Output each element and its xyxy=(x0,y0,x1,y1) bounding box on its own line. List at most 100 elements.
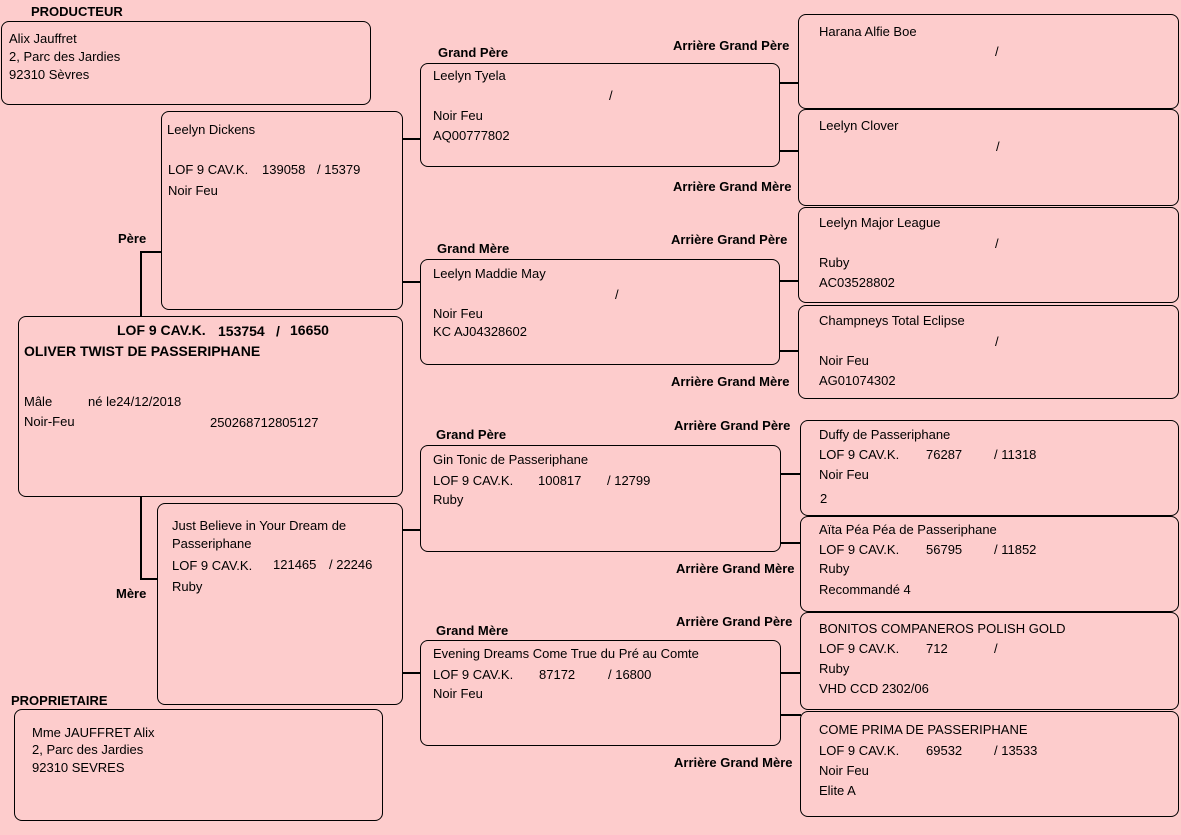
subject-name: OLIVER TWIST DE PASSERIPHANE xyxy=(24,343,261,359)
great-grandparent-8-extra: Elite A xyxy=(819,783,856,798)
mother-box: Just Believe in Your Dream de Passeripha… xyxy=(157,503,403,705)
great-grandparent-8-name: COME PRIMA DE PASSERIPHANE xyxy=(819,722,1028,737)
great-grandparent-5-extra: 2 xyxy=(820,491,828,506)
subject-box: LOF 9 CAV.K. 153754 / 16650 OLIVER TWIST… xyxy=(18,316,403,497)
connector-line xyxy=(780,542,801,544)
great-grandparent-6-number: 56795 xyxy=(926,542,963,557)
great-grandparent-5-color: Noir Feu xyxy=(819,467,869,482)
great-grandparent-2-separator: / xyxy=(996,139,1000,154)
owner-address-line2: 92310 SEVRES xyxy=(32,760,125,775)
owner-header: PROPRIETAIRE xyxy=(11,693,108,708)
great-grandparent-7-color: Ruby xyxy=(819,661,850,676)
subject-number: 153754 xyxy=(218,323,265,339)
great-grandparent-5-number: 76287 xyxy=(926,447,963,462)
great-grand-father-label: Arrière Grand Père xyxy=(676,614,793,629)
producer-address-line2: 92310 Sèvres xyxy=(9,67,90,82)
subject-separator: / xyxy=(276,323,280,339)
connector-line xyxy=(780,714,801,716)
great-grandparent-6-number2: / 11852 xyxy=(994,542,1037,557)
great-grandparent-4-separator: / xyxy=(995,334,999,349)
connector-line xyxy=(140,251,142,318)
great-grandparent-2-name: Leelyn Clover xyxy=(819,118,899,133)
great-grandparent-5-name: Duffy de Passeriphane xyxy=(819,427,951,442)
subject-birth-date: né le24/12/2018 xyxy=(88,394,182,409)
great-grandparent-8-number: 69532 xyxy=(926,743,963,758)
great-grandparent-6-registry: LOF 9 CAV.K. xyxy=(819,542,900,557)
connector-line xyxy=(402,529,422,531)
grand-mother-2-name: Evening Dreams Come True du Pré au Comte xyxy=(433,646,699,661)
connector-line xyxy=(779,350,800,352)
father-box: Leelyn Dickens LOF 9 CAV.K. 139058 / 153… xyxy=(161,111,403,310)
great-grandparent-4-color: Noir Feu xyxy=(819,353,869,368)
mother-label: Mère xyxy=(116,586,147,601)
grand-mother-2-color: Noir Feu xyxy=(433,686,483,701)
great-grandparent-5-registry: LOF 9 CAV.K. xyxy=(819,447,900,462)
great-grandparent-4-box: Champneys Total Eclipse / Noir Feu AG010… xyxy=(798,305,1179,399)
great-grandparent-1-separator: / xyxy=(995,44,999,59)
grand-mother-2-box: Evening Dreams Come True du Pré au Comte… xyxy=(420,640,781,746)
great-grandparent-6-name: Aïta Péa Péa de Passeriphane xyxy=(819,522,997,537)
great-grand-father-label: Arrière Grand Père xyxy=(671,232,788,247)
great-grandparent-5-number2: / 11318 xyxy=(994,447,1037,462)
grand-mother-2-number2: / 16800 xyxy=(608,667,652,682)
grand-father-1-box: Leelyn Tyela / Noir Feu AQ00777802 xyxy=(420,63,780,167)
great-grandparent-5-box: Duffy de Passeriphane LOF 9 CAV.K. 76287… xyxy=(800,420,1179,516)
grand-mother-1-box: Leelyn Maddie May / Noir Feu KC AJ043286… xyxy=(420,259,780,365)
owner-name: Mme JAUFFRET Alix xyxy=(32,725,155,740)
great-grandparent-7-name: BONITOS COMPANEROS POLISH GOLD xyxy=(819,621,1066,636)
producer-box: Alix Jauffret 2, Parc des Jardies 92310 … xyxy=(1,21,371,105)
grand-mother-label: Grand Mère xyxy=(437,241,510,256)
great-grandparent-7-number2: / xyxy=(994,641,998,656)
great-grandparent-8-registry: LOF 9 CAV.K. xyxy=(819,743,900,758)
producer-name: Alix Jauffret xyxy=(9,31,77,46)
grand-father-2-number2: / 12799 xyxy=(607,473,651,488)
subject-chip-number: 250268712805127 xyxy=(210,415,319,430)
subject-number2: 16650 xyxy=(290,322,329,338)
great-grandparent-3-separator: / xyxy=(995,236,999,251)
grand-father-1-id: AQ00777802 xyxy=(433,128,510,143)
great-grandparent-7-box: BONITOS COMPANEROS POLISH GOLD LOF 9 CAV… xyxy=(800,612,1179,710)
great-grandparent-6-extra: Recommandé 4 xyxy=(819,582,911,597)
great-grand-father-label: Arrière Grand Père xyxy=(674,418,791,433)
father-color: Noir Feu xyxy=(168,183,218,198)
great-grandparent-7-registry: LOF 9 CAV.K. xyxy=(819,641,900,656)
grand-mother-1-name: Leelyn Maddie May xyxy=(433,266,546,281)
great-grandparent-3-id: AC03528802 xyxy=(819,275,895,290)
subject-color: Noir-Feu xyxy=(24,414,75,429)
great-grandparent-3-name: Leelyn Major League xyxy=(819,215,941,230)
great-grandparent-8-color: Noir Feu xyxy=(819,763,869,778)
great-grandparent-8-number2: / 13533 xyxy=(994,743,1038,758)
great-grand-mother-label: Arrière Grand Mère xyxy=(676,561,795,576)
connector-line xyxy=(402,672,422,674)
great-grandparent-3-color: Ruby xyxy=(819,255,850,270)
mother-name-line1: Just Believe in Your Dream de xyxy=(172,518,347,533)
producer-header: PRODUCTEUR xyxy=(31,4,123,19)
grand-father-2-box: Gin Tonic de Passeriphane LOF 9 CAV.K. 1… xyxy=(420,445,781,552)
grand-mother-1-separator: / xyxy=(615,287,619,302)
great-grandparent-7-number: 712 xyxy=(926,641,948,656)
owner-box: Mme JAUFFRET Alix 2, Parc des Jardies 92… xyxy=(14,709,383,821)
grand-mother-2-registry: LOF 9 CAV.K. xyxy=(433,667,514,682)
grand-mother-1-id: KC AJ04328602 xyxy=(433,324,527,339)
great-grandparent-4-name: Champneys Total Eclipse xyxy=(819,313,965,328)
subject-registry: LOF 9 CAV.K. xyxy=(117,322,206,338)
grand-father-1-separator: / xyxy=(609,88,613,103)
great-grandparent-3-box: Leelyn Major League / Ruby AC03528802 xyxy=(798,207,1179,303)
connector-line xyxy=(140,251,162,253)
grand-mother-label: Grand Mère xyxy=(436,623,509,638)
great-grandparent-7-extra: VHD CCD 2302/06 xyxy=(819,681,929,696)
mother-registry: LOF 9 CAV.K. xyxy=(172,558,253,573)
grand-mother-2-number: 87172 xyxy=(539,667,576,682)
grand-father-1-name: Leelyn Tyela xyxy=(433,68,506,83)
mother-color: Ruby xyxy=(172,579,203,594)
grand-father-label: Grand Père xyxy=(438,45,509,60)
connector-line xyxy=(402,281,422,283)
father-name: Leelyn Dickens xyxy=(167,122,256,137)
great-grand-mother-label: Arrière Grand Mère xyxy=(674,755,793,770)
great-grandparent-8-box: COME PRIMA DE PASSERIPHANE LOF 9 CAV.K. … xyxy=(800,711,1179,817)
great-grand-mother-label: Arrière Grand Mère xyxy=(673,179,792,194)
mother-number2: / 22246 xyxy=(329,557,373,572)
great-grandparent-2-box: Leelyn Clover / xyxy=(798,109,1179,206)
grand-father-2-name: Gin Tonic de Passeriphane xyxy=(433,452,589,467)
grand-father-2-number: 100817 xyxy=(538,473,582,488)
